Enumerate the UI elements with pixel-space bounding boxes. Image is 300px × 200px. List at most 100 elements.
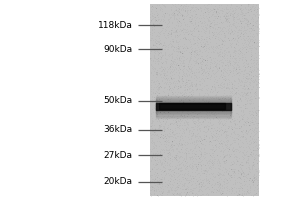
Point — [225, 108, 230, 111]
Point — [223, 96, 228, 99]
Point — [154, 14, 159, 17]
Point — [228, 56, 233, 59]
Point — [224, 8, 228, 11]
Point — [218, 83, 222, 86]
Point — [180, 93, 184, 96]
Point — [178, 165, 183, 168]
Point — [188, 78, 193, 81]
Point — [183, 27, 188, 30]
Point — [204, 96, 209, 99]
Point — [192, 145, 197, 148]
Point — [184, 165, 188, 169]
Point — [226, 64, 231, 67]
Point — [178, 56, 183, 59]
Point — [149, 45, 154, 48]
Point — [165, 76, 170, 80]
Point — [214, 32, 219, 36]
Point — [191, 3, 196, 6]
Point — [211, 122, 216, 126]
Point — [203, 43, 208, 46]
Point — [219, 141, 224, 145]
Point — [205, 115, 209, 119]
Point — [182, 164, 186, 168]
Point — [154, 97, 159, 100]
Point — [148, 30, 153, 33]
Point — [200, 179, 205, 182]
Point — [214, 45, 219, 48]
Point — [248, 148, 252, 151]
Point — [160, 17, 165, 21]
Point — [250, 17, 255, 20]
Point — [237, 5, 242, 9]
Point — [198, 72, 203, 75]
Point — [167, 87, 172, 90]
Point — [213, 66, 218, 69]
Point — [203, 168, 208, 171]
Point — [194, 118, 199, 121]
Point — [171, 129, 176, 132]
Point — [214, 12, 219, 15]
Point — [179, 154, 184, 157]
Point — [222, 130, 226, 133]
Point — [169, 142, 174, 145]
Point — [222, 88, 226, 92]
Point — [151, 42, 156, 45]
Point — [223, 128, 228, 131]
Point — [217, 104, 222, 108]
Point — [172, 156, 176, 159]
Point — [191, 187, 196, 190]
Point — [184, 153, 188, 156]
Point — [226, 177, 231, 180]
Point — [157, 72, 162, 75]
Point — [250, 38, 255, 41]
Point — [148, 32, 153, 35]
Point — [149, 62, 154, 65]
Point — [254, 59, 259, 62]
Point — [169, 13, 174, 16]
Point — [232, 130, 236, 133]
Point — [203, 166, 208, 169]
Point — [196, 111, 200, 114]
Point — [161, 125, 166, 128]
Point — [214, 71, 218, 74]
Point — [226, 173, 230, 176]
Point — [256, 180, 260, 183]
Point — [238, 193, 242, 196]
Point — [237, 92, 242, 95]
Point — [208, 90, 213, 93]
Point — [173, 132, 178, 136]
Point — [193, 140, 198, 143]
Point — [169, 31, 173, 34]
Point — [160, 192, 165, 195]
Point — [245, 77, 250, 80]
Point — [222, 149, 226, 152]
Point — [221, 40, 226, 43]
Point — [171, 72, 176, 75]
Point — [194, 138, 199, 141]
Point — [246, 43, 250, 46]
Point — [254, 13, 259, 16]
Point — [241, 87, 245, 90]
Point — [174, 122, 179, 125]
Point — [249, 97, 254, 100]
Point — [201, 70, 206, 73]
Point — [163, 44, 168, 47]
Point — [197, 112, 202, 115]
Point — [244, 46, 249, 49]
Point — [166, 114, 171, 117]
Point — [186, 109, 191, 112]
Point — [176, 57, 181, 60]
Point — [222, 48, 227, 52]
Point — [175, 102, 179, 106]
Point — [246, 172, 250, 175]
Point — [235, 126, 239, 130]
Point — [173, 157, 178, 160]
Point — [171, 17, 176, 21]
Point — [172, 127, 177, 130]
Point — [210, 20, 215, 23]
Point — [196, 116, 200, 119]
Point — [256, 146, 261, 149]
Point — [182, 181, 187, 184]
Point — [245, 34, 250, 38]
Point — [204, 46, 208, 49]
